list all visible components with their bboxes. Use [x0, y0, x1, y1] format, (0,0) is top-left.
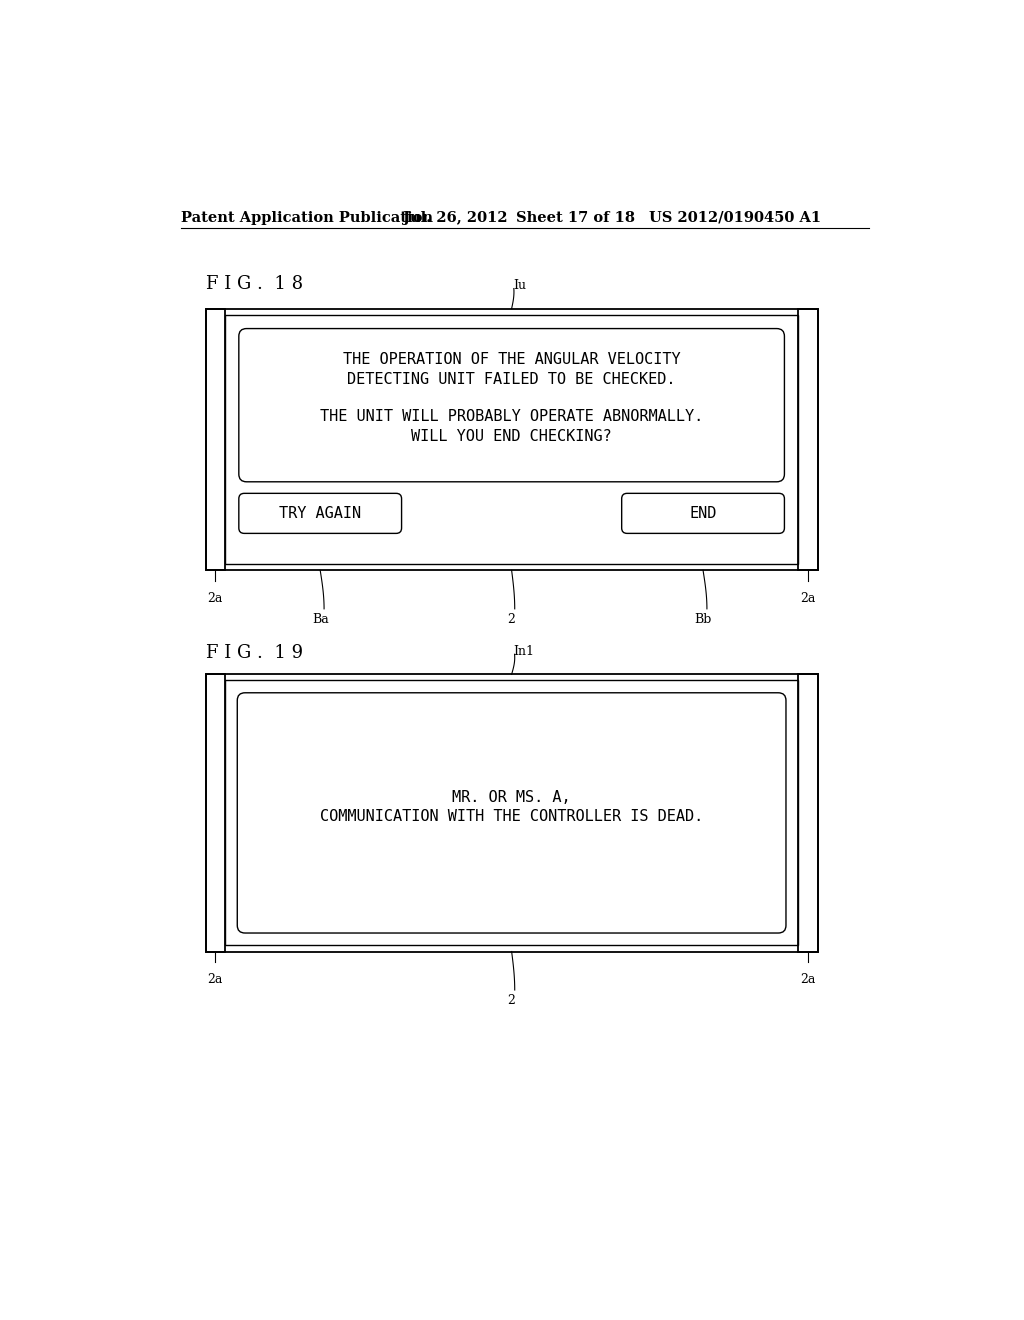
Text: 2: 2	[508, 994, 515, 1007]
Bar	[206, 309, 225, 570]
Text: COMMUNICATION WITH THE CONTROLLER IS DEAD.: COMMUNICATION WITH THE CONTROLLER IS DEA…	[319, 809, 703, 824]
Text: TRY AGAIN: TRY AGAIN	[280, 506, 361, 521]
Text: WILL YOU END CHECKING?: WILL YOU END CHECKING?	[412, 429, 612, 444]
Text: Jul. 26, 2012: Jul. 26, 2012	[403, 211, 508, 224]
Text: MR. OR MS. A,: MR. OR MS. A,	[453, 791, 571, 805]
Bar	[799, 309, 818, 570]
Bar	[799, 675, 818, 952]
Text: In1: In1	[513, 645, 535, 659]
Text: 2: 2	[508, 612, 515, 626]
Text: THE UNIT WILL PROBABLY OPERATE ABNORMALLY.: THE UNIT WILL PROBABLY OPERATE ABNORMALL…	[319, 409, 703, 424]
Text: Bb: Bb	[694, 612, 712, 626]
Bar	[225, 681, 799, 945]
Text: F I G .  1 8: F I G . 1 8	[206, 276, 303, 293]
Text: 2a: 2a	[801, 591, 816, 605]
Bar	[225, 314, 799, 564]
Text: Sheet 17 of 18: Sheet 17 of 18	[515, 211, 635, 224]
Text: END: END	[689, 506, 717, 521]
Text: Ba: Ba	[312, 612, 329, 626]
Text: Patent Application Publication: Patent Application Publication	[180, 211, 433, 224]
Bar	[206, 675, 818, 952]
Bar	[206, 675, 225, 952]
Text: F I G .  1 9: F I G . 1 9	[206, 644, 303, 661]
Text: 2a: 2a	[208, 591, 223, 605]
Text: 2a: 2a	[208, 973, 223, 986]
Bar	[206, 309, 818, 570]
Text: THE OPERATION OF THE ANGULAR VELOCITY: THE OPERATION OF THE ANGULAR VELOCITY	[343, 351, 680, 367]
Text: DETECTING UNIT FAILED TO BE CHECKED.: DETECTING UNIT FAILED TO BE CHECKED.	[347, 372, 676, 387]
Text: 2a: 2a	[801, 973, 816, 986]
Text: US 2012/0190450 A1: US 2012/0190450 A1	[649, 211, 821, 224]
Text: Iu: Iu	[513, 280, 526, 292]
